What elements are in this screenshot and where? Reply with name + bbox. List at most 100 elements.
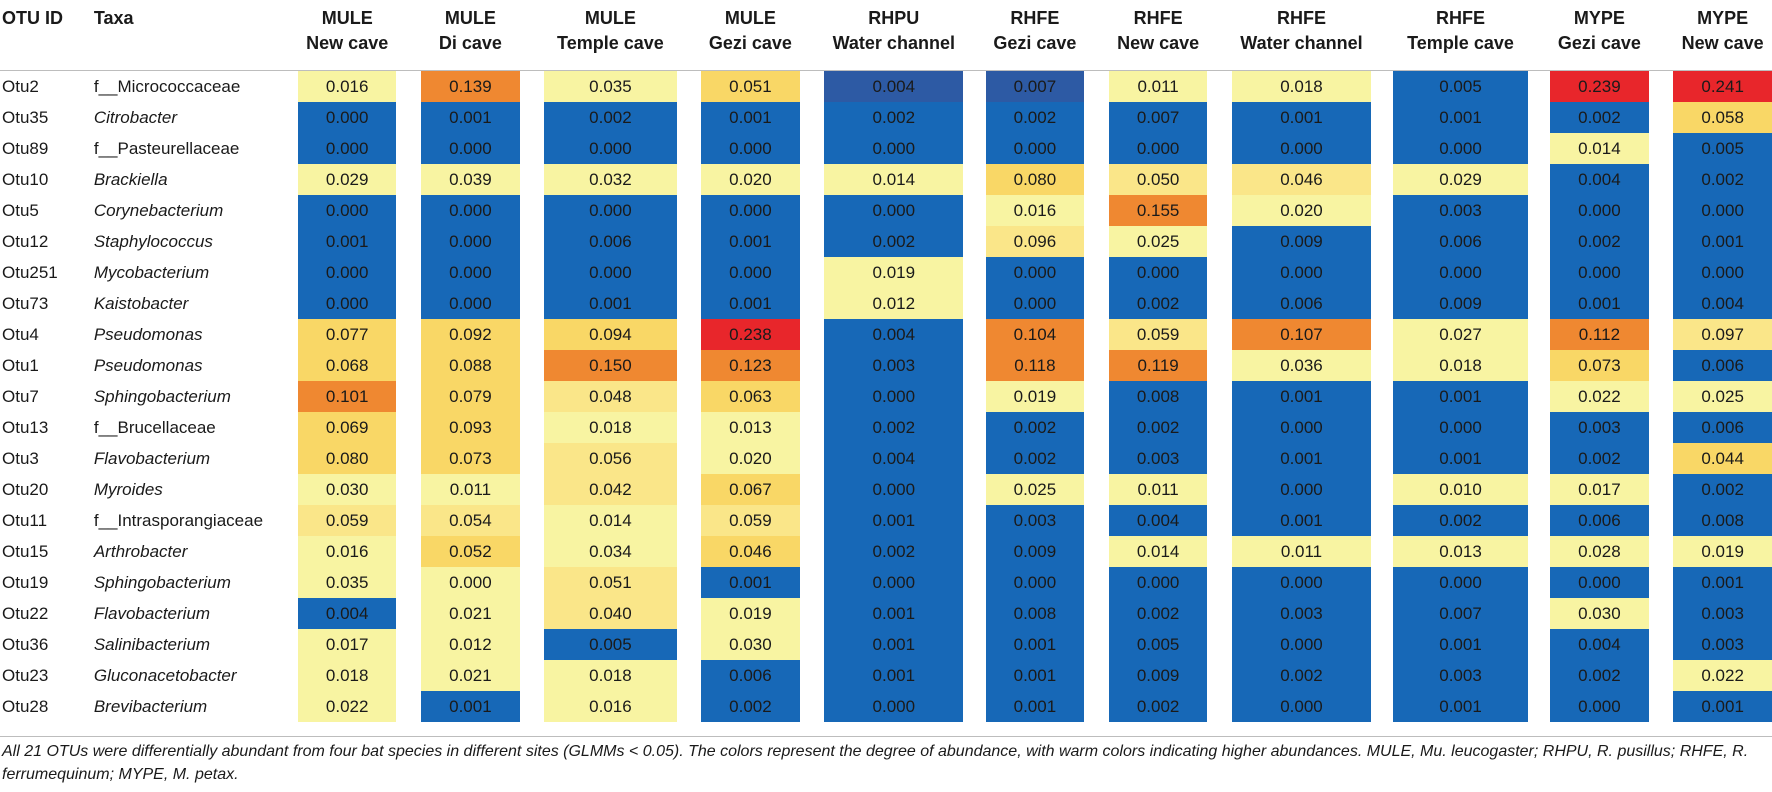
abundance-cell: 0.014 [544, 505, 677, 536]
abundance-cell: 0.107 [1232, 319, 1371, 350]
abundance-cell: 0.003 [1673, 598, 1772, 629]
abundance-cell: 0.007 [985, 71, 1085, 102]
abundance-cell: 0.011 [1108, 474, 1208, 505]
taxa-name: Staphylococcus [93, 231, 213, 251]
abundance-cell: 0.001 [1393, 629, 1528, 660]
abundance-cell: 0.001 [1393, 443, 1528, 474]
abundance-cell: 0.000 [297, 133, 397, 164]
abundance-cell: 0.077 [297, 319, 397, 350]
abundance-cell: 0.025 [1108, 226, 1208, 257]
abundance-cell: 0.039 [421, 164, 520, 195]
column-species: MULE [444, 8, 496, 28]
abundance-cell: 0.000 [985, 133, 1085, 164]
otu-id: Otu23 [2, 665, 49, 685]
abundance-cell: 0.000 [1108, 567, 1208, 598]
table-row: Otu3 Flavobacterium 0.080 0.073 0.056 0.020 0.… [0, 443, 1772, 474]
abundance-cell: 0.059 [701, 505, 800, 536]
abundance-cell: 0.018 [1232, 71, 1371, 102]
abundance-cell: 0.046 [1232, 164, 1371, 195]
abundance-cell: 0.000 [297, 195, 397, 226]
abundance-cell: 0.000 [297, 102, 397, 133]
taxa-name: Pseudomonas [93, 324, 203, 344]
abundance-cell: 0.002 [1232, 660, 1371, 691]
abundance-cell: 0.002 [985, 412, 1085, 443]
column-header: MULE Di cave [421, 6, 520, 71]
abundance-cell: 0.056 [544, 443, 677, 474]
abundance-cell: 0.002 [1108, 288, 1208, 319]
abundance-cell: 0.000 [544, 133, 677, 164]
abundance-cell: 0.097 [1673, 319, 1772, 350]
abundance-cell: 0.001 [297, 226, 397, 257]
taxa-header: Taxa [91, 6, 294, 71]
abundance-cell: 0.000 [421, 288, 520, 319]
taxa-name: Brevibacterium [93, 696, 208, 716]
abundance-cell: 0.155 [1108, 195, 1208, 226]
taxa-name: Salinibacterium [93, 634, 211, 654]
abundance-cell: 0.000 [985, 257, 1085, 288]
abundance-cell: 0.059 [297, 505, 397, 536]
abundance-cell: 0.000 [1232, 133, 1371, 164]
abundance-cell: 0.006 [1550, 505, 1649, 536]
otu-id: Otu10 [2, 169, 49, 189]
abundance-cell: 0.020 [1232, 195, 1371, 226]
abundance-cell: 0.001 [985, 691, 1085, 722]
abundance-cell: 0.016 [985, 195, 1085, 226]
abundance-cell: 0.003 [824, 350, 964, 381]
table-row: Otu10 Brackiella 0.029 0.039 0.032 0.020 0.014… [0, 164, 1772, 195]
table-row: Otu4 Pseudomonas 0.077 0.092 0.094 0.238 0.004… [0, 319, 1772, 350]
abundance-cell: 0.000 [1232, 474, 1371, 505]
column-site: Di cave [438, 33, 502, 53]
abundance-cell: 0.001 [1550, 288, 1649, 319]
abundance-cell: 0.001 [985, 660, 1085, 691]
abundance-cell: 0.054 [421, 505, 520, 536]
abundance-cell: 0.096 [985, 226, 1085, 257]
column-site: Temple cave [557, 33, 664, 53]
column-header: RHFE Gezi cave [985, 6, 1085, 71]
otu-id: Otu251 [2, 262, 58, 282]
abundance-cell: 0.001 [1393, 102, 1528, 133]
abundance-cell: 0.001 [824, 598, 964, 629]
abundance-cell: 0.027 [1393, 319, 1528, 350]
abundance-cell: 0.004 [824, 319, 964, 350]
abundance-cell: 0.059 [1108, 319, 1208, 350]
abundance-cell: 0.093 [421, 412, 520, 443]
abundance-cell: 0.025 [985, 474, 1085, 505]
otu-id: Otu20 [2, 479, 49, 499]
abundance-cell: 0.030 [701, 629, 800, 660]
column-header: RHFE Water channel [1232, 6, 1371, 71]
abundance-cell: 0.000 [701, 195, 800, 226]
otu-id: Otu15 [2, 541, 49, 561]
abundance-cell: 0.000 [1393, 133, 1528, 164]
abundance-cell: 0.005 [1673, 133, 1772, 164]
abundance-cell: 0.051 [544, 567, 677, 598]
table-row: Otu5 Corynebacterium 0.000 0.000 0.000 0.000 0… [0, 195, 1772, 226]
abundance-cell: 0.000 [1550, 195, 1649, 226]
abundance-cell: 0.000 [985, 288, 1085, 319]
abundance-cell: 0.002 [1550, 226, 1649, 257]
column-species: RHFE [1436, 8, 1486, 28]
abundance-cell: 0.002 [985, 102, 1085, 133]
column-header: MYPE Gezi cave [1550, 6, 1649, 71]
abundance-cell: 0.012 [824, 288, 964, 319]
table-row: Otu19 Sphingobacterium 0.035 0.000 0.051 0.00… [0, 567, 1772, 598]
column-site: Gezi cave [1557, 33, 1641, 53]
abundance-cell: 0.035 [544, 71, 677, 102]
abundance-cell: 0.020 [701, 443, 800, 474]
abundance-cell: 0.003 [1550, 412, 1649, 443]
abundance-cell: 0.139 [421, 71, 520, 102]
abundance-cell: 0.112 [1550, 319, 1649, 350]
abundance-cell: 0.001 [1393, 691, 1528, 722]
abundance-cell: 0.001 [701, 288, 800, 319]
otu-id: Otu11 [2, 510, 48, 530]
table-row: Otu36 Salinibacterium 0.017 0.012 0.005 0.030… [0, 629, 1772, 660]
abundance-cell: 0.004 [824, 443, 964, 474]
abundance-cell: 0.000 [421, 567, 520, 598]
abundance-cell: 0.002 [701, 691, 800, 722]
taxa-name: Mycobacterium [93, 262, 210, 282]
abundance-cell: 0.002 [1550, 443, 1649, 474]
table-row: Otu22 Flavobacterium 0.004 0.021 0.040 0.019 0… [0, 598, 1772, 629]
taxa-name: Flavobacterium [93, 448, 211, 468]
abundance-cell: 0.019 [1673, 536, 1772, 567]
abundance-cell: 0.003 [1232, 598, 1371, 629]
